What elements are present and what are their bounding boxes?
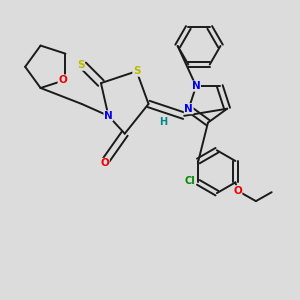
Text: N: N [184, 104, 193, 114]
Text: N: N [192, 81, 200, 91]
Text: Cl: Cl [184, 176, 195, 186]
Text: O: O [100, 158, 109, 168]
Text: S: S [77, 60, 85, 70]
Text: H: H [159, 117, 167, 127]
Text: S: S [133, 66, 140, 76]
Text: O: O [58, 75, 67, 85]
Text: N: N [104, 111, 113, 121]
Text: O: O [233, 186, 242, 196]
